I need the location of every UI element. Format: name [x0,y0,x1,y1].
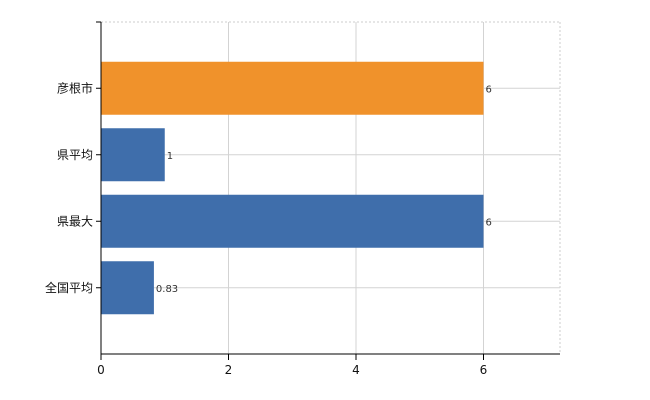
bar-2 [101,194,484,248]
bar-3 [101,261,154,315]
value-label-2: 6 [486,217,492,228]
y-tick-label-3: 全国平均 [45,280,93,295]
x-tick-label-2: 4 [352,363,360,377]
y-tick-label-2: 県最大 [57,214,93,228]
bar-1 [101,128,165,182]
bars [101,61,484,315]
value-label-3: 0.83 [156,284,178,295]
bar-0 [101,61,484,115]
axes [96,21,560,360]
y-tick-label-1: 県平均 [57,148,93,162]
x-tick-label-3: 6 [480,363,488,377]
value-label-0: 6 [486,84,492,95]
x-tick-label-1: 2 [225,363,233,377]
y-tick-label-0: 彦根市 [57,80,93,95]
value-label-1: 1 [167,151,173,162]
x-tick-label-0: 0 [97,363,105,377]
